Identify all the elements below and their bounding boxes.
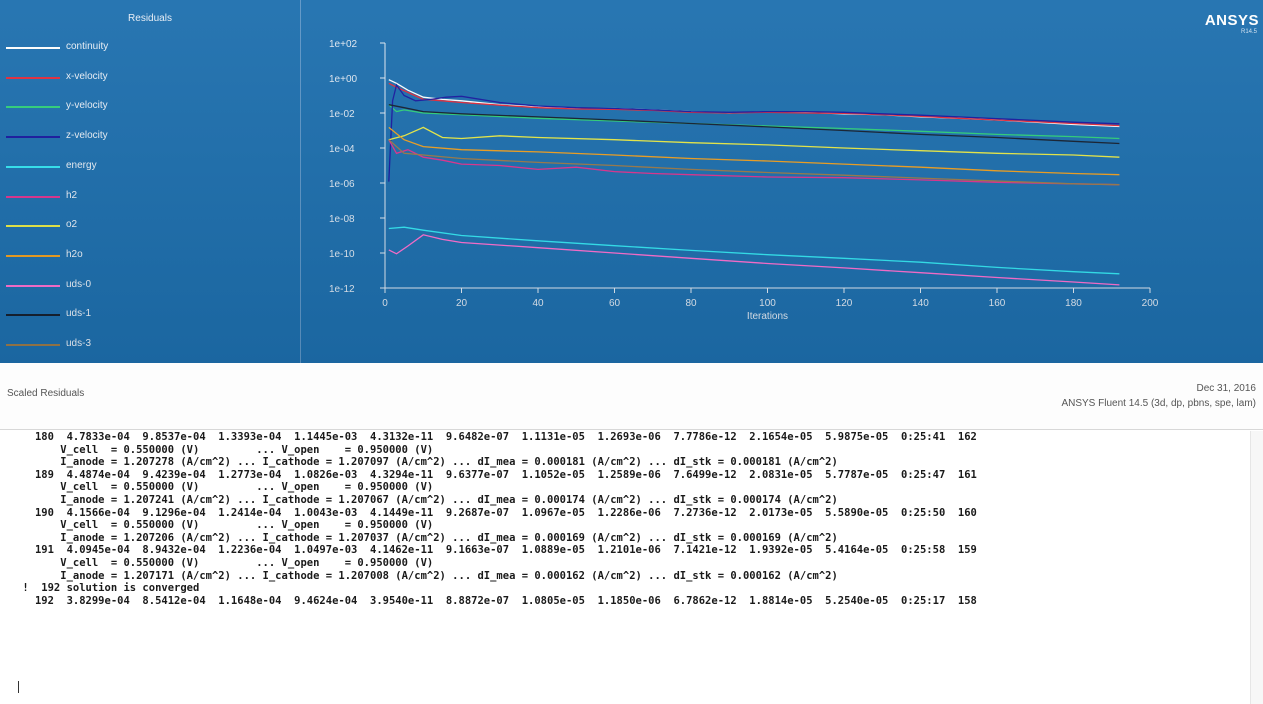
plot-name: Scaled Residuals [7,388,85,399]
console-line: I_anode = 1.207278 (A/cm^2) ... I_cathod… [16,456,838,469]
console-line: V_cell = 0.550000 (V) ... V_open = 0.950… [16,481,434,494]
console-line: I_anode = 1.207171 (A/cm^2) ... I_cathod… [16,569,838,582]
legend-item-h2: h2 [6,189,296,205]
legend-item-continuity: continuity [6,40,296,56]
legend-label: h2 [66,189,78,201]
series-line-uds-3 [388,139,1120,186]
legend-swatch [6,76,60,79]
series-line-uds-0 [388,234,1120,286]
legend-label: energy [66,159,97,171]
legend-title: Residuals [128,13,172,24]
ansys-logo: ANSYS [1204,12,1259,29]
console-output[interactable]: 180 4.7833e-04 9.8537e-04 1.3393e-04 1.1… [16,431,1246,701]
legend-label: continuity [66,41,109,52]
legend-item-x-velocity: x-velocity [6,70,296,86]
legend-label: z-velocity [66,130,108,142]
console-line: I_anode = 1.207241 (A/cm^2) ... I_cathod… [16,493,838,506]
series-line-uds-1 [388,104,1120,145]
legend-swatch [6,344,60,346]
legend: Residuals continuity x-velocity y-velocity… [0,0,300,363]
y-tick-label: 1e-06 [329,179,355,190]
x-tick-label: 60 [609,298,621,309]
legend-item-uds-0: uds-0 [6,278,296,294]
legend-item-h2o: h2o [6,248,296,264]
legend-item-energy: energy [6,159,296,175]
y-tick-label: 1e-04 [329,144,355,155]
x-tick-label: 0 [382,298,388,309]
solver-info: ANSYS Fluent 14.5 (3d, dp, pbns, spe, la… [1061,398,1256,409]
legend-swatch [6,106,60,109]
legend-label: x-velocity [66,70,108,82]
x-tick-label: 140 [912,298,929,309]
ansys-version: R14.5 [1240,29,1257,35]
x-tick-label: 80 [685,298,697,309]
y-tick-label: 1e-02 [329,109,355,120]
x-tick-label: 160 [989,298,1006,309]
series-line-h2o [388,126,1120,176]
y-tick-label: 1e+00 [329,74,358,85]
y-tick-label: 1e+02 [329,39,358,50]
console-line: V_cell = 0.550000 (V) ... V_open = 0.950… [16,519,434,532]
legend-label: uds-1 [66,308,92,320]
x-tick-label: 100 [759,298,776,309]
console-line: 180 4.7833e-04 9.8537e-04 1.3393e-04 1.1… [16,431,977,443]
series-line-y-velocity [388,104,1120,140]
console-cursor [18,681,19,693]
console-line: 191 4.0945e-04 8.9432e-04 1.2236e-04 1.0… [16,544,977,557]
x-tick-label: 40 [532,298,544,309]
y-tick-label: 1e-08 [329,214,355,225]
console-scrollbar[interactable] [1250,431,1263,704]
legend-item-uds-3: uds-3 [6,337,296,353]
console-line: 190 4.1566e-04 9.1296e-04 1.2414e-04 1.0… [16,506,977,519]
x-tick-label: 180 [1065,298,1082,309]
x-tick-label: 20 [456,298,468,309]
console-line: V_cell = 0.550000 (V) ... V_open = 0.950… [16,443,434,456]
series-line-o2 [388,126,1120,158]
console-line: I_anode = 1.207206 (A/cm^2) ... I_cathod… [16,531,838,544]
legend-swatch [6,47,60,49]
x-axis-title: Iterations [747,311,788,322]
legend-divider [300,0,301,363]
legend-swatch [6,254,60,257]
console-line: 192 3.8299e-04 8.5412e-04 1.1648e-04 9.4… [16,594,977,607]
legend-swatch [6,195,60,198]
legend-item-y-velocity: y-velocity [6,99,296,115]
series-line-energy [388,226,1120,275]
plot-date: Dec 31, 2016 [1196,383,1257,394]
legend-item-o2: o2 [6,218,296,234]
legend-swatch [6,284,60,287]
series-line-h2 [388,139,1120,186]
y-tick-label: 1e-12 [329,284,355,295]
series-line-z-velocity [388,83,1120,182]
legend-item-uds-1: uds-1 [6,307,296,323]
residuals-chart[interactable]: 1e+02 1e+00 1e-02 1e-04 1e-06 1e-08 1e-10 1e-12… [0,0,1263,363]
y-tick-label: 1e-10 [329,249,355,260]
legend-label: uds-0 [66,278,92,290]
plot-info-bar: Scaled Residuals Dec 31, 2016 ANSYS Flue… [0,363,1263,430]
legend-label: o2 [66,219,78,231]
legend-swatch [6,136,60,139]
residuals-plot-panel: 1e+02 1e+00 1e-02 1e-04 1e-06 1e-08 1e-10 1e-12… [0,0,1263,363]
x-tick-label: 120 [836,298,853,309]
legend-swatch [6,225,60,228]
legend-label: uds-3 [66,338,92,349]
series-line-x-velocity [388,82,1120,127]
console-line: ! 192 solution is converged [16,582,200,595]
legend-swatch [6,165,60,168]
legend-item-z-velocity: z-velocity [6,129,296,145]
legend-label: y-velocity [66,100,108,112]
console-line: V_cell = 0.550000 (V) ... V_open = 0.950… [16,556,434,569]
console-line: 189 4.4874e-04 9.4239e-04 1.2773e-04 1.0… [16,468,977,481]
legend-swatch [6,314,60,317]
x-tick-label: 200 [1142,298,1159,309]
legend-label: h2o [66,248,83,260]
